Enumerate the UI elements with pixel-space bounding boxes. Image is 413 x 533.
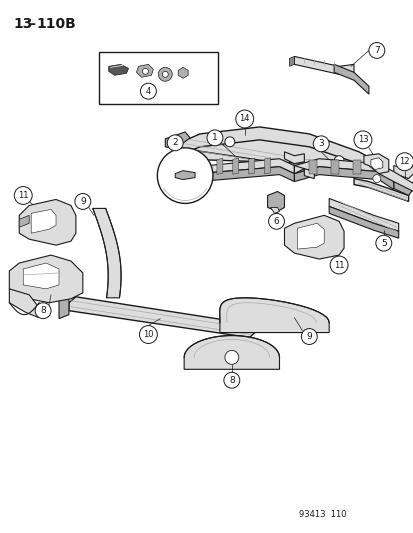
Text: 13: 13 bbox=[13, 17, 33, 31]
Polygon shape bbox=[108, 64, 128, 75]
Polygon shape bbox=[178, 67, 188, 78]
Polygon shape bbox=[294, 56, 353, 74]
Polygon shape bbox=[294, 166, 313, 179]
Polygon shape bbox=[93, 208, 121, 298]
Text: 8: 8 bbox=[40, 306, 46, 315]
Text: 8: 8 bbox=[228, 376, 234, 385]
Text: 14: 14 bbox=[239, 115, 249, 124]
Text: 3: 3 bbox=[318, 139, 323, 148]
Circle shape bbox=[375, 235, 391, 251]
Polygon shape bbox=[232, 158, 238, 174]
Circle shape bbox=[224, 137, 234, 147]
Text: 9: 9 bbox=[80, 197, 85, 206]
Text: 2: 2 bbox=[172, 139, 178, 147]
Polygon shape bbox=[330, 160, 338, 174]
Text: 4: 4 bbox=[145, 87, 151, 96]
Polygon shape bbox=[175, 167, 294, 183]
Circle shape bbox=[167, 135, 183, 151]
Circle shape bbox=[333, 156, 343, 166]
Polygon shape bbox=[248, 158, 254, 174]
Circle shape bbox=[353, 131, 371, 149]
Text: 110B: 110B bbox=[36, 17, 76, 31]
Circle shape bbox=[313, 136, 328, 152]
Polygon shape bbox=[378, 164, 413, 191]
Polygon shape bbox=[165, 132, 190, 149]
Polygon shape bbox=[267, 191, 284, 212]
Text: 10: 10 bbox=[143, 330, 153, 339]
Polygon shape bbox=[216, 158, 222, 174]
Circle shape bbox=[268, 213, 284, 229]
Polygon shape bbox=[184, 336, 279, 369]
Polygon shape bbox=[297, 223, 323, 249]
Polygon shape bbox=[9, 289, 39, 318]
Polygon shape bbox=[165, 161, 175, 183]
Circle shape bbox=[162, 71, 168, 77]
Polygon shape bbox=[170, 127, 383, 179]
Polygon shape bbox=[294, 167, 393, 190]
Text: 1: 1 bbox=[211, 133, 217, 142]
Polygon shape bbox=[294, 159, 393, 182]
Text: 13: 13 bbox=[357, 135, 368, 144]
Circle shape bbox=[372, 175, 380, 183]
Circle shape bbox=[223, 372, 239, 388]
Polygon shape bbox=[363, 154, 388, 174]
Polygon shape bbox=[23, 263, 59, 289]
Text: 11: 11 bbox=[18, 191, 28, 200]
Polygon shape bbox=[136, 64, 153, 77]
Polygon shape bbox=[59, 293, 69, 319]
Polygon shape bbox=[353, 179, 408, 201]
Polygon shape bbox=[185, 159, 191, 175]
Polygon shape bbox=[19, 215, 29, 227]
Text: 12: 12 bbox=[399, 157, 409, 166]
Polygon shape bbox=[370, 158, 382, 169]
Polygon shape bbox=[219, 298, 328, 333]
Text: 5: 5 bbox=[380, 239, 386, 248]
Polygon shape bbox=[175, 159, 294, 175]
Circle shape bbox=[75, 193, 90, 209]
Circle shape bbox=[35, 303, 51, 319]
Polygon shape bbox=[31, 209, 56, 233]
Polygon shape bbox=[9, 255, 83, 303]
Polygon shape bbox=[393, 166, 413, 179]
Circle shape bbox=[158, 67, 172, 81]
Polygon shape bbox=[309, 160, 316, 174]
FancyBboxPatch shape bbox=[98, 52, 217, 104]
Circle shape bbox=[301, 328, 316, 344]
Text: 7: 7 bbox=[373, 46, 379, 55]
Text: 93413  110: 93413 110 bbox=[299, 510, 346, 519]
Polygon shape bbox=[270, 207, 279, 213]
Circle shape bbox=[14, 187, 32, 205]
Circle shape bbox=[142, 68, 148, 74]
Circle shape bbox=[139, 326, 157, 343]
Circle shape bbox=[235, 110, 253, 128]
Polygon shape bbox=[284, 152, 304, 164]
Polygon shape bbox=[284, 215, 343, 259]
Polygon shape bbox=[289, 56, 294, 66]
Circle shape bbox=[368, 43, 384, 59]
Circle shape bbox=[140, 83, 156, 99]
Polygon shape bbox=[264, 158, 270, 174]
Circle shape bbox=[224, 350, 238, 365]
Polygon shape bbox=[328, 198, 398, 231]
Polygon shape bbox=[393, 182, 413, 196]
Polygon shape bbox=[352, 160, 360, 174]
Text: 6: 6 bbox=[273, 217, 279, 226]
Circle shape bbox=[395, 153, 413, 171]
Polygon shape bbox=[201, 159, 206, 174]
Text: 9: 9 bbox=[306, 332, 311, 341]
Text: –: – bbox=[28, 17, 35, 31]
Circle shape bbox=[206, 130, 222, 146]
Text: 11: 11 bbox=[333, 261, 344, 270]
Polygon shape bbox=[175, 171, 195, 180]
Circle shape bbox=[157, 148, 212, 204]
Polygon shape bbox=[19, 199, 76, 245]
Polygon shape bbox=[333, 64, 368, 94]
Circle shape bbox=[330, 256, 347, 274]
Polygon shape bbox=[328, 206, 398, 238]
Polygon shape bbox=[69, 297, 254, 337]
